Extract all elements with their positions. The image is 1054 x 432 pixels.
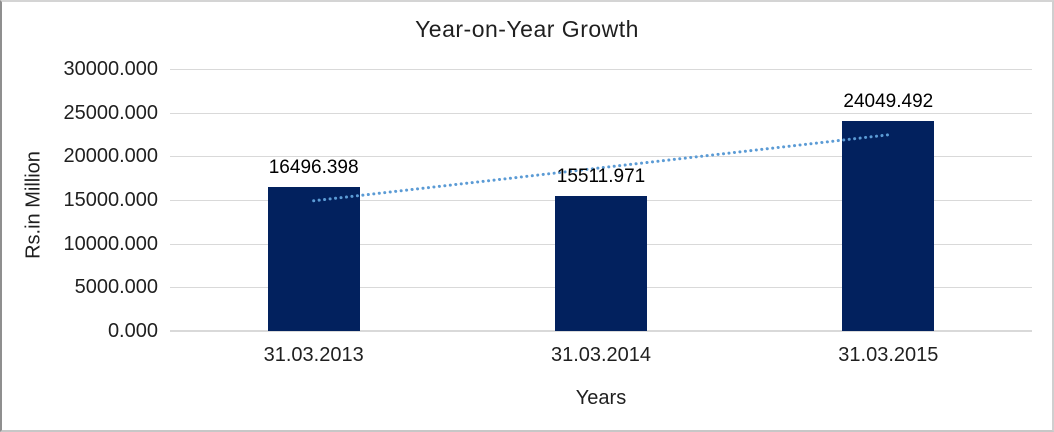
x-tick-label: 31.03.2013 (263, 344, 364, 366)
bar-31.03.2014 (555, 196, 647, 331)
y-tick-label: 15000.000 (63, 189, 158, 211)
x-axis-title: Years (575, 387, 627, 409)
y-tick-label: 0.000 (107, 320, 158, 342)
bar-data-label: 24049.492 (843, 91, 934, 112)
y-tick-label: 30000.000 (63, 58, 158, 80)
y-tick-label: 20000.000 (63, 145, 158, 167)
gridline (170, 69, 1032, 70)
bar-31.03.2015 (842, 121, 934, 331)
bar-data-label: 16496.398 (268, 157, 359, 178)
bar-data-label: 15511.971 (556, 166, 646, 187)
x-axis-line (170, 330, 1032, 332)
x-tick-label: 31.03.2014 (550, 344, 652, 366)
y-tick-label: 10000.000 (63, 233, 158, 255)
y-tick-label: 25000.000 (63, 102, 158, 124)
y-tick-label: 5000.000 (74, 276, 158, 298)
bar-31.03.2013 (268, 187, 360, 331)
x-tick-label: 31.03.2015 (838, 344, 939, 366)
gridline (170, 113, 1032, 114)
chart-title: Year-on-Year Growth (415, 16, 639, 42)
